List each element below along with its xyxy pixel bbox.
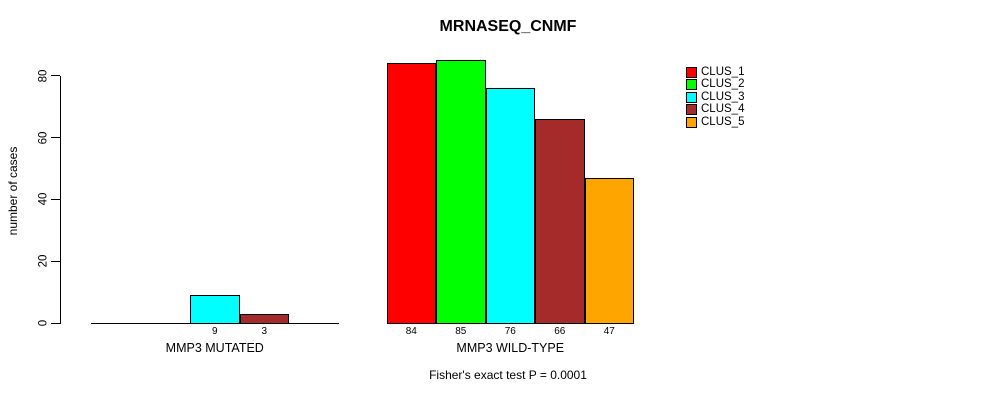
y-tick-label: 60 — [37, 131, 50, 144]
y-tick-label: 40 — [37, 192, 50, 206]
y-axis-label: number of cases — [6, 146, 20, 236]
bar-clus-4-mmp3-wild-type — [535, 118, 585, 324]
bar-clus-3-mmp3-mutated — [190, 295, 240, 324]
y-tick-label: 80 — [37, 69, 50, 83]
bar-value-label-clus-4-mmp3-wild-type: 66 — [554, 326, 566, 337]
bar-clus-4-mmp3-mutated — [239, 313, 289, 324]
bar-clus-5-mmp3-wild-type — [584, 177, 634, 324]
bar-value-label-clus-5-mmp3-wild-type: 47 — [603, 326, 615, 337]
legend-swatch-clus-2 — [686, 79, 697, 91]
legend-row-clus-5: CLUS_5 — [686, 116, 744, 129]
legend-label-clus-4: CLUS_4 — [701, 103, 745, 115]
legend-row-clus-1: CLUS_1 — [686, 66, 744, 79]
y-tick-mark — [51, 75, 60, 77]
y-tick-label: 0 — [37, 319, 50, 327]
legend-swatch-clus-3 — [686, 91, 697, 103]
chart-title: MRNASEQ_CNMF — [439, 18, 577, 35]
legend-label-clus-2: CLUS_2 — [701, 78, 745, 90]
legend: CLUS_1 CLUS_2 CLUS_3 CLUS_4 CLUS_5 — [686, 66, 744, 129]
bar-value-label-clus-3-mmp3-wild-type: 76 — [504, 326, 516, 337]
bar-clus-1-mmp3-wild-type — [386, 63, 436, 324]
legend-swatch-clus-4 — [686, 104, 697, 116]
legend-label-clus-3: CLUS_3 — [701, 90, 745, 103]
bar-value-label-clus-1-mmp3-wild-type: 84 — [405, 326, 417, 337]
y-tick-mark — [51, 322, 60, 324]
y-tick-label: 20 — [37, 254, 50, 268]
legend-row-clus-4: CLUS_4 — [686, 103, 745, 117]
y-tick-mark — [51, 198, 60, 200]
legend-swatch-clus-5 — [686, 116, 697, 128]
y-tick-mark — [51, 260, 60, 262]
caption-fisher-test: Fisher's exact test P = 0.0001 — [429, 368, 587, 382]
y-tick-mark — [51, 137, 60, 138]
bar-value-label-clus-2-mmp3-wild-type: 85 — [455, 326, 467, 337]
legend-swatch-clus-1 — [686, 66, 697, 78]
bar-clus-3-mmp3-wild-type — [485, 88, 535, 324]
x-category-label-mmp3-mutated: MMP3 MUTATED — [165, 341, 264, 355]
bar-clus-2-mmp3-wild-type — [436, 60, 486, 324]
legend-row-clus-3: CLUS_3 — [686, 91, 744, 104]
bar-value-label-clus-3-mmp3-mutated: 9 — [211, 326, 218, 337]
legend-label-clus-5: CLUS_5 — [701, 115, 745, 128]
x-category-label-mmp3-wild-type: MMP3 WILD-TYPE — [456, 341, 565, 355]
y-axis-line — [60, 75, 61, 324]
legend-row-clus-2: CLUS_2 — [686, 78, 745, 92]
bar-value-label-clus-4-mmp3-mutated: 3 — [261, 326, 268, 337]
legend-label-clus-1: CLUS_1 — [701, 65, 745, 78]
